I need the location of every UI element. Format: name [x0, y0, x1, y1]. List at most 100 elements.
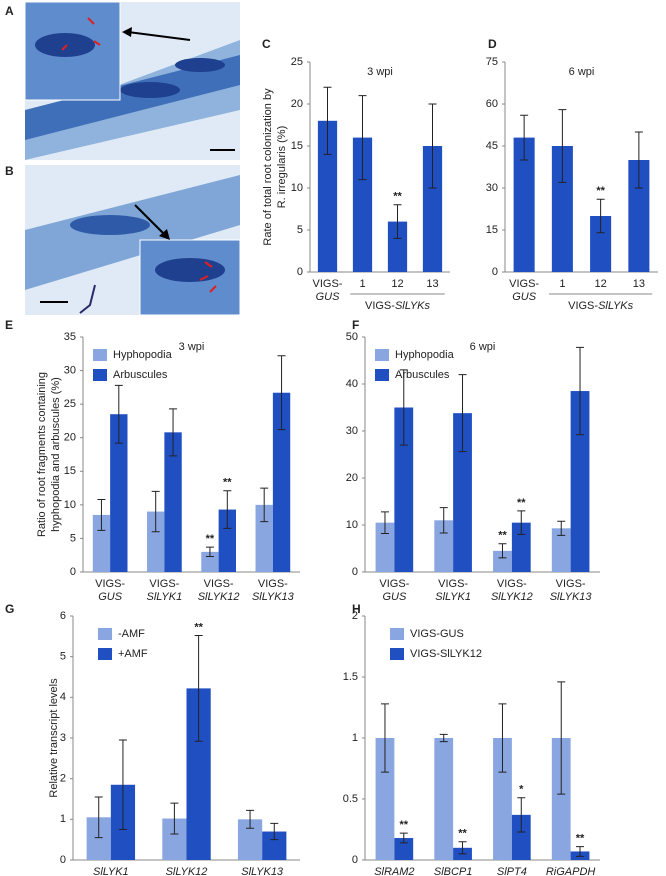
error-bar	[520, 114, 529, 161]
x-tick-label: GUS	[316, 291, 341, 303]
x-tick-label: GUS	[382, 591, 407, 603]
group-label-part: VIGS-	[365, 300, 395, 312]
y-tick-label: 40	[346, 378, 358, 390]
chart-title: 3 wpi	[367, 66, 393, 78]
bar	[513, 137, 535, 272]
error-bar	[151, 490, 160, 533]
error-bar	[380, 511, 389, 534]
error-bar	[114, 384, 123, 444]
y-tick-label: 6	[60, 610, 66, 622]
y-tick-label: 1	[352, 732, 358, 744]
x-tick-label: SlLYK13	[550, 591, 593, 603]
x-tick-label: VIGS-	[556, 578, 586, 590]
y-axis-label: Ratio of root fragments containing	[36, 372, 48, 537]
error-bar	[97, 498, 106, 531]
error-bar	[399, 369, 408, 446]
x-tick-label: 1	[359, 278, 365, 290]
y-tick-label: 35	[64, 331, 76, 343]
x-tick-label: 1	[559, 278, 565, 290]
legend-label: +AMF	[118, 648, 148, 660]
error-bar	[558, 109, 567, 183]
bar	[394, 838, 414, 860]
group-label-part: SlLYKs	[395, 300, 431, 312]
error-bar	[94, 796, 103, 839]
bar	[218, 509, 236, 572]
error-bar	[194, 635, 203, 742]
x-tick-label: VIGS-	[379, 578, 409, 590]
y-tick-label: 4	[60, 691, 66, 703]
legend-label: VIGS-SlLYK12	[410, 648, 482, 660]
error-bar	[576, 846, 585, 857]
group-label: VIGS-SlLYKs	[365, 300, 431, 312]
bar	[434, 738, 454, 860]
panel-letter: B	[5, 164, 14, 178]
y-tick-label: 0	[352, 854, 358, 866]
significance: **	[393, 191, 402, 203]
error-bar	[205, 546, 214, 558]
x-tick-label: VIGS-	[204, 578, 234, 590]
y-tick-label: 0	[70, 566, 76, 578]
panel-letter: C	[262, 37, 271, 51]
chart-title: 6 wpi	[569, 66, 595, 78]
x-tick-label: VIGS-	[95, 578, 125, 590]
bar	[434, 520, 454, 572]
error-bar	[223, 490, 232, 529]
y-tick-label: 50	[346, 331, 358, 343]
error-bar	[634, 131, 643, 189]
x-tick-label: SlPT4	[497, 866, 527, 876]
panel-letter: F	[352, 318, 359, 332]
y-tick-label: 20	[64, 432, 76, 444]
significance: **	[194, 621, 203, 633]
significance: **	[223, 477, 232, 489]
error-bar	[170, 802, 179, 835]
error-bar	[260, 487, 269, 523]
error-bar	[576, 346, 585, 436]
x-tick-label: VIGS-	[258, 578, 288, 590]
legend-swatch	[390, 648, 404, 660]
significance: **	[458, 828, 467, 840]
error-bar	[358, 95, 367, 181]
x-tick-label: SlLYK13	[241, 866, 284, 876]
bar	[511, 814, 531, 860]
y-tick-label: 1.5	[343, 671, 358, 683]
legend-label: VIGS-GUS	[410, 628, 464, 640]
bar	[147, 511, 165, 572]
bar	[110, 414, 128, 572]
bar	[570, 391, 590, 572]
error-bar	[393, 204, 402, 239]
bar	[551, 738, 571, 860]
y-tick-label: 5	[70, 532, 76, 544]
x-tick-label: SlLYK1	[147, 591, 183, 603]
legend-label: -AMF	[118, 628, 145, 640]
legend-label: Hyphopodia	[395, 349, 455, 361]
y-tick-label: 0	[60, 854, 66, 866]
x-tick-label: SlLYK12	[491, 591, 533, 603]
error-bar	[498, 543, 507, 559]
y-tick-label: 30	[64, 364, 76, 376]
bar	[590, 216, 612, 272]
y-tick-label: 20	[291, 98, 303, 110]
error-bar	[557, 681, 566, 795]
x-tick-label: VIGS-	[497, 578, 527, 590]
x-tick-label: SlLYK1	[435, 591, 471, 603]
error-bar	[498, 703, 507, 773]
significance: *	[519, 784, 524, 796]
error-bar	[557, 520, 566, 536]
bar	[387, 221, 408, 272]
micrograph-a	[24, 1, 240, 160]
bar	[394, 407, 414, 572]
x-tick-label: 13	[426, 278, 438, 290]
legend-swatch	[98, 648, 112, 660]
error-bar	[169, 408, 178, 457]
bar	[92, 514, 111, 572]
y-tick-label: 1	[60, 813, 66, 825]
x-tick-label: SlLYK12	[166, 866, 208, 876]
legend-swatch	[98, 628, 112, 640]
x-tick-label: 13	[633, 278, 645, 290]
y-tick-label: 3	[60, 732, 66, 744]
x-tick-label: SlRAM2	[374, 866, 414, 876]
significance: **	[206, 533, 215, 545]
y-tick-label: 2	[60, 773, 66, 785]
x-tick-label: VIGS-	[313, 278, 343, 290]
error-bar	[118, 739, 127, 830]
